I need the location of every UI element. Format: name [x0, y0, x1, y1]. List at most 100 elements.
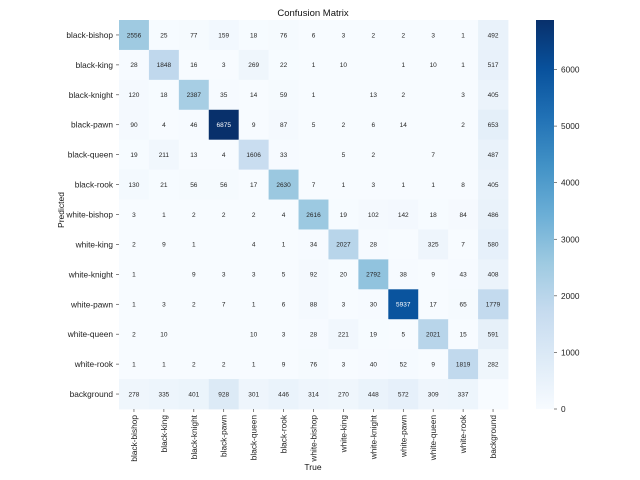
heatmap-cell: [148, 229, 180, 260]
cell-value-label: 1: [461, 62, 465, 69]
cell-value-label: 1: [132, 361, 136, 368]
cell-value-label: 3: [222, 62, 226, 69]
heatmap-cell: [238, 289, 270, 320]
heatmap-cell: [148, 259, 180, 290]
colorbar-tick-label: 2000: [561, 291, 580, 301]
cell-value-label: 5: [342, 152, 346, 159]
cell-value-label: 448: [368, 391, 379, 398]
heatmap-cell: [178, 139, 210, 171]
heatmap-cell: [208, 139, 240, 171]
cell-value-label: 17: [250, 182, 258, 189]
heatmap-cell: [418, 169, 449, 200]
cell-value-label: 270: [338, 391, 349, 398]
heatmap-cell: [418, 229, 449, 260]
heatmap-cell: [298, 319, 329, 350]
cell-value-label: 8: [461, 182, 465, 189]
y-tick-label: white-rook: [74, 359, 114, 369]
heatmap-cell: [298, 199, 329, 230]
heatmap-cell: [448, 79, 479, 111]
heatmap-cell: [388, 379, 419, 410]
cell-value-label: 517: [488, 62, 499, 69]
cell-value-label: 120: [129, 92, 140, 99]
cell-value-label: 14: [250, 92, 258, 99]
heatmap-cell: [148, 79, 180, 111]
heatmap-cell: [178, 199, 210, 230]
heatmap-cell: [238, 199, 270, 230]
cell-value-label: 487: [488, 152, 499, 159]
cell-value-label: 52: [400, 361, 408, 368]
heatmap-cell: [418, 349, 449, 380]
cell-value-label: 3: [132, 212, 136, 219]
heatmap-cell: [328, 169, 359, 200]
heatmap-cell: [328, 49, 359, 81]
cell-value-label: 2: [192, 361, 196, 368]
cell-value-label: 2: [222, 212, 226, 219]
cell-value-label: 35: [220, 92, 228, 99]
cell-value-label: 301: [248, 391, 259, 398]
heatmap-cell: [298, 349, 329, 380]
heatmap-cell: [148, 169, 180, 200]
heatmap-cell: [418, 79, 449, 111]
heatmap-cell: [238, 319, 270, 350]
cell-value-label: 1848: [157, 62, 172, 69]
heatmap-cell: [178, 259, 210, 290]
heatmap-cell: [178, 229, 210, 260]
cell-value-label: 337: [458, 391, 469, 398]
heatmap-cell: [148, 289, 180, 320]
heatmap-cell: [358, 289, 389, 320]
cell-value-label: 1: [401, 62, 405, 69]
cell-value-label: 2027: [336, 242, 351, 249]
cell-value-label: 3: [342, 361, 346, 368]
heatmap-cell: [148, 109, 180, 141]
heatmap-cell: [448, 20, 479, 51]
cell-value-label: 7: [222, 302, 226, 309]
cell-value-label: 2: [192, 212, 196, 219]
y-tick-label: black-queen: [68, 150, 114, 160]
heatmap-cell: [208, 79, 240, 111]
heatmap-cell: [298, 229, 329, 260]
cell-value-label: 19: [340, 212, 348, 219]
cell-value-label: 28: [130, 62, 138, 69]
cell-value-label: 3: [342, 32, 346, 39]
cell-value-label: 13: [190, 152, 198, 159]
cell-value-label: 2792: [366, 272, 381, 279]
heatmap-cell: [388, 79, 419, 111]
heatmap-cell: [388, 319, 419, 350]
cell-value-label: 1: [132, 302, 136, 309]
heatmap-cell: [298, 20, 329, 51]
heatmap-cell: [328, 79, 359, 111]
heatmap-cell: [268, 319, 299, 350]
colorbar-tick-label: 4000: [561, 178, 580, 188]
heatmap-cell: [478, 319, 509, 350]
cell-value-label: 401: [188, 391, 199, 398]
cell-value-label: 18: [430, 212, 438, 219]
heatmap-cell: [298, 139, 329, 171]
cell-value-label: 87: [280, 122, 288, 129]
x-tick-label: black-rook: [279, 414, 289, 453]
colorbar-tick-label: 3000: [561, 234, 580, 244]
heatmap-cell: [418, 49, 449, 81]
cell-value-label: 7: [312, 182, 316, 189]
heatmap-cell: [298, 109, 329, 141]
cell-value-label: 4: [222, 152, 226, 159]
heatmap-cell: [358, 49, 389, 81]
x-tick-label: white-king: [338, 415, 348, 454]
heatmap-cell: [328, 289, 359, 320]
cell-value-label: 10: [340, 62, 348, 69]
cell-value-label: 221: [338, 331, 349, 338]
cell-value-label: 3: [252, 272, 256, 279]
cell-value-label: 405: [488, 92, 499, 99]
cell-value-label: 15: [459, 331, 467, 338]
cell-value-label: 56: [220, 182, 228, 189]
heatmap-cell: [238, 49, 270, 81]
heatmap-cell: [478, 349, 509, 380]
cell-value-label: 76: [310, 361, 318, 368]
cell-value-label: 2616: [306, 212, 321, 219]
cell-value-label: 408: [488, 272, 499, 279]
heatmap-cell: [448, 379, 479, 410]
y-tick-label: black-king: [76, 60, 114, 70]
heatmap-cell: [208, 289, 240, 320]
heatmap-cell: [298, 259, 329, 290]
cell-value-label: 2: [401, 32, 405, 39]
